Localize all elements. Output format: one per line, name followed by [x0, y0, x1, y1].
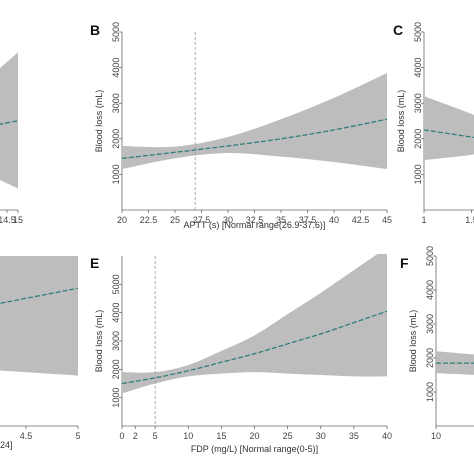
- y-tick-label: 5000: [111, 274, 121, 294]
- y-axis-label: Blood loss (mL): [396, 90, 406, 153]
- y-tick-label: 4000: [111, 303, 121, 323]
- y-tick-label: 2000: [425, 348, 435, 368]
- panel-letter: C: [393, 22, 403, 38]
- fit-line: [122, 310, 388, 385]
- y-tick-label: 3000: [413, 93, 423, 113]
- x-tick-label: 10: [431, 431, 441, 441]
- x-tick-label: 45: [382, 215, 392, 225]
- x-tick-label: 40: [382, 431, 392, 441]
- y-tick-label: 5000: [413, 22, 423, 42]
- x-tick-label: 5: [153, 431, 158, 441]
- confidence-band: [122, 254, 387, 394]
- panel-letter: B: [90, 22, 100, 38]
- fit-line: [122, 118, 388, 160]
- y-tick-label: 1000: [425, 382, 435, 402]
- fit-line: [424, 129, 474, 139]
- x-tick-label: 2: [133, 431, 138, 441]
- x-tick-label: 40: [329, 215, 339, 225]
- confidence-band: [424, 96, 474, 161]
- confidence-band: [122, 72, 387, 170]
- y-tick-label: 5000: [425, 246, 435, 266]
- x-tick-label: 20: [249, 431, 259, 441]
- y-tick-label: 1000: [111, 164, 121, 184]
- panel-letter: F: [400, 255, 409, 271]
- x-tick-label: 25: [283, 431, 293, 441]
- y-axis-label: Blood loss (mL): [94, 310, 104, 373]
- confidence-band: [436, 351, 474, 375]
- x-tick-label: 0: [119, 431, 124, 441]
- confidence-band: [0, 256, 78, 376]
- panel-c: 1 1.5 1000 2000 3000 4000 5000 Blood loss (mL) C: [393, 22, 474, 225]
- confidence-band: [0, 52, 18, 189]
- y-axis-label: Blood loss (mL): [408, 310, 418, 373]
- x-tick-label: 15: [13, 215, 23, 225]
- y-tick-label: 3000: [111, 331, 121, 351]
- x-tick-label: 25: [170, 215, 180, 225]
- panel-letter: E: [90, 255, 99, 271]
- y-tick-label: 2000: [111, 359, 121, 379]
- y-tick-label: 1000: [111, 388, 121, 408]
- x-tick-label: 5: [75, 431, 80, 441]
- x-tick-label: 20: [117, 215, 127, 225]
- panel-d: 4.5 5 24]: [0, 256, 81, 450]
- y-tick-label: 4000: [425, 280, 435, 300]
- x-tick-label: 4.5: [20, 431, 33, 441]
- x-tick-label: 37.5: [299, 215, 317, 225]
- x-axis-label: 24]: [0, 440, 13, 450]
- fit-line: [0, 120, 19, 125]
- x-tick-label: 32.5: [246, 215, 264, 225]
- x-tick-label: 1.5: [465, 215, 474, 225]
- x-tick-label: 27.5: [193, 215, 211, 225]
- y-tick-label: 3000: [111, 93, 121, 113]
- x-tick-label: 35: [276, 215, 286, 225]
- y-tick-label: 2000: [111, 129, 121, 149]
- y-tick-label: 4000: [413, 58, 423, 78]
- y-tick-label: 3000: [425, 314, 435, 334]
- x-tick-label: 35: [349, 431, 359, 441]
- x-axis-label: APTT (s) [Normal range(26.9-37.6)]: [184, 220, 326, 230]
- panel-e: 0 2 5 10 15 20 25 30 35 4010002000300040005000Blo…: [90, 254, 392, 454]
- panel-a: 14.515: [0, 52, 23, 225]
- panel-b: 20 22.5 25 27.5 30 32.5 35 37.5 40 42.5 45 1000 2000…: [90, 22, 392, 230]
- x-tick-label: 1: [421, 215, 426, 225]
- panel-f: 10 1000 2000 3000 4000 5000 Blood loss (mL) F: [400, 246, 474, 441]
- y-tick-label: 4000: [111, 58, 121, 78]
- y-tick-label: 5000: [111, 22, 121, 42]
- x-tick-label: 15: [216, 431, 226, 441]
- x-tick-label: 14.5: [0, 215, 16, 225]
- x-tick-label: 10: [183, 431, 193, 441]
- x-tick-label: 30: [223, 215, 233, 225]
- x-axis-label: FDP (mg/L) [Normal range(0-5)]: [191, 444, 318, 454]
- y-tick-label: 2000: [413, 129, 423, 149]
- y-tick-label: 1000: [413, 164, 423, 184]
- x-tick-label: 22.5: [140, 215, 158, 225]
- x-tick-label: 30: [316, 431, 326, 441]
- x-tick-label: 42.5: [352, 215, 370, 225]
- y-axis-label: Blood loss (mL): [94, 90, 104, 153]
